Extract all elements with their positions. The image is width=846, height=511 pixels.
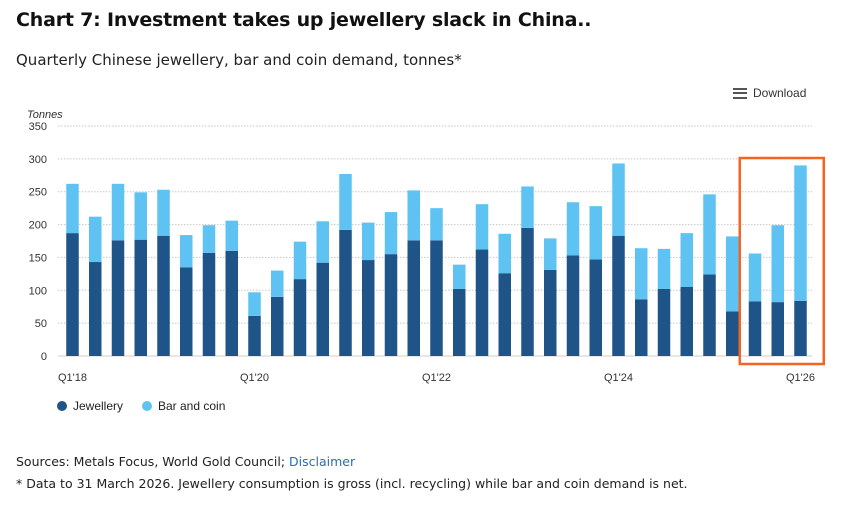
bar-bar-and-coin[interactable]: Q4'22 Bar and coin: 60 bbox=[498, 233, 512, 274]
bar-bar-and-coin[interactable]: Q1'18 Bar and coin: 75 bbox=[66, 183, 79, 234]
highlight-box bbox=[738, 156, 825, 366]
bar-jewellery[interactable]: Q2'22 Jewellery: 102 bbox=[453, 288, 466, 356]
bar-bar-and-coin[interactable]: Q1'23 Bar and coin: 63 bbox=[521, 186, 534, 228]
x-tick-label: Q1'18 bbox=[58, 372, 87, 384]
bar-jewellery[interactable]: Q1'19 Jewellery: 183 bbox=[157, 235, 170, 356]
bar-jewellery[interactable]: Q3'22 Jewellery: 162 bbox=[475, 249, 489, 356]
bar-jewellery[interactable]: Q4'25 Jewellery: 82 bbox=[771, 302, 785, 356]
chart-subtitle: Quarterly Chinese jewellery, bar and coi… bbox=[16, 51, 462, 69]
legend-label-bar-and-coin[interactable]: Bar and coin bbox=[158, 399, 225, 413]
bar-bar-and-coin[interactable]: Q3'20 Bar and coin: 57 bbox=[293, 241, 307, 280]
bar-bar-and-coin[interactable]: Q3'22 Bar and coin: 69 bbox=[475, 204, 489, 250]
bar-bar-and-coin[interactable]: Q1'26 Bar and coin: 206 bbox=[794, 165, 807, 301]
x-tick-label: Q1'22 bbox=[422, 372, 451, 384]
bar-jewellery[interactable]: Q4'22 Jewellery: 126 bbox=[498, 273, 512, 356]
bar-bar-and-coin[interactable]: Q1'25 Bar and coin: 122 bbox=[703, 194, 716, 275]
bar-jewellery[interactable]: Q2'18 Jewellery: 143 bbox=[89, 262, 102, 356]
bar-bar-and-coin[interactable]: Q4'18 Bar and coin: 72 bbox=[134, 192, 148, 240]
bar-bar-and-coin[interactable]: Q4'21 Bar and coin: 76 bbox=[407, 190, 421, 241]
bar-bar-and-coin[interactable]: Q2'21 Bar and coin: 57 bbox=[362, 222, 375, 261]
bar-bar-and-coin[interactable]: Q3'23 Bar and coin: 81 bbox=[566, 202, 580, 256]
footnote: * Data to 31 March 2026. Jewellery consu… bbox=[16, 476, 688, 491]
bar-jewellery[interactable]: Q3'24 Jewellery: 102 bbox=[657, 288, 671, 356]
bar-jewellery[interactable]: Q1'23 Jewellery: 195 bbox=[521, 227, 534, 356]
bar-jewellery[interactable]: Q4'20 Jewellery: 142 bbox=[316, 262, 330, 356]
menu-icon bbox=[733, 87, 747, 99]
bar-bar-and-coin[interactable]: Q2'23 Bar and coin: 48 bbox=[544, 238, 557, 270]
bar-jewellery[interactable]: Q3'23 Jewellery: 153 bbox=[566, 255, 580, 356]
bar-jewellery[interactable]: Q3'18 Jewellery: 176 bbox=[111, 240, 125, 356]
bar-jewellery[interactable]: Q2'24 Jewellery: 86 bbox=[635, 299, 648, 356]
bar-bar-and-coin[interactable]: Q3'19 Bar and coin: 42 bbox=[202, 225, 216, 253]
bar-jewellery[interactable]: Q3'21 Jewellery: 155 bbox=[384, 254, 398, 356]
sources-line: Sources: Metals Focus, World Gold Counci… bbox=[16, 454, 355, 469]
bar-jewellery[interactable]: Q1'20 Jewellery: 61 bbox=[248, 315, 261, 356]
y-tick-label: 150 bbox=[29, 252, 47, 264]
bar-jewellery[interactable]: Q4'24 Jewellery: 105 bbox=[680, 287, 694, 356]
bar-jewellery[interactable]: Q4'23 Jewellery: 147 bbox=[589, 259, 603, 356]
y-tick-label: 100 bbox=[29, 285, 47, 297]
bar-bar-and-coin[interactable]: Q2'22 Bar and coin: 37 bbox=[453, 264, 466, 289]
y-tick-label: 250 bbox=[29, 187, 47, 199]
bar-bar-and-coin[interactable]: Q2'20 Bar and coin: 40 bbox=[271, 270, 284, 297]
x-tick-label: Q1'24 bbox=[604, 372, 633, 384]
bar-bar-and-coin[interactable]: Q3'25 Bar and coin: 73 bbox=[748, 253, 762, 302]
sources-label: Sources: Metals Focus, World Gold Counci… bbox=[16, 454, 290, 469]
y-tick-label: 300 bbox=[29, 154, 47, 166]
bar-bar-and-coin[interactable]: Q1'22 Bar and coin: 49 bbox=[430, 208, 443, 241]
bar-jewellery[interactable]: Q3'19 Jewellery: 157 bbox=[202, 252, 216, 356]
bar-jewellery[interactable]: Q1'18 Jewellery: 187 bbox=[66, 233, 79, 356]
disclaimer-link[interactable]: Disclaimer bbox=[289, 454, 356, 469]
bar-jewellery[interactable]: Q4'18 Jewellery: 177 bbox=[134, 239, 148, 356]
bar-bar-and-coin[interactable]: Q2'19 Bar and coin: 49 bbox=[180, 235, 193, 268]
bar-jewellery[interactable]: Q1'22 Jewellery: 176 bbox=[430, 240, 443, 356]
bar-jewellery[interactable]: Q4'21 Jewellery: 176 bbox=[407, 240, 421, 356]
legend-label-jewellery[interactable]: Jewellery bbox=[73, 399, 123, 413]
bar-bar-and-coin[interactable]: Q4'24 Bar and coin: 82 bbox=[680, 233, 694, 287]
bar-bar-and-coin[interactable]: Q1'21 Bar and coin: 85 bbox=[339, 173, 352, 230]
y-tick-label: 0 bbox=[41, 351, 47, 363]
legend-marker-jewellery bbox=[57, 401, 67, 411]
download-label: Download bbox=[753, 86, 807, 100]
bar-bar-and-coin[interactable]: Q2'24 Bar and coin: 78 bbox=[635, 248, 648, 300]
bar-jewellery[interactable]: Q1'25 Jewellery: 124 bbox=[703, 274, 716, 356]
bar-bar-and-coin[interactable]: Q4'20 Bar and coin: 63 bbox=[316, 221, 330, 263]
bar-bar-and-coin[interactable]: Q3'21 Bar and coin: 64 bbox=[384, 212, 398, 255]
chart-title: Chart 7: Investment takes up jewellery s… bbox=[16, 9, 592, 31]
bar-bar-and-coin[interactable]: Q3'24 Bar and coin: 61 bbox=[657, 248, 671, 289]
bar-bar-and-coin[interactable]: Q1'20 Bar and coin: 36 bbox=[248, 292, 261, 316]
bar-bar-and-coin[interactable]: Q2'25 Bar and coin: 114 bbox=[726, 236, 739, 312]
x-tick-label: Q1'26 bbox=[786, 372, 815, 384]
stacked-bar-chart: Tonnes 0 50 100 150 200 250 300 350 Q1'18 Jewel… bbox=[27, 109, 825, 413]
legend-marker-bar-and-coin bbox=[142, 401, 152, 411]
bar-bar-and-coin[interactable]: Q1'24 Bar and coin: 110 bbox=[612, 163, 625, 236]
bar-jewellery[interactable]: Q2'21 Jewellery: 146 bbox=[362, 260, 375, 356]
bar-jewellery[interactable]: Q3'25 Jewellery: 83 bbox=[748, 301, 762, 356]
bar-bar-and-coin[interactable]: Q4'23 Bar and coin: 81 bbox=[589, 206, 603, 260]
bar-jewellery[interactable]: Q1'26 Jewellery: 84 bbox=[794, 300, 807, 356]
download-button[interactable]: Download bbox=[733, 86, 806, 100]
bar-jewellery[interactable]: Q2'20 Jewellery: 90 bbox=[271, 296, 284, 356]
y-axis-label: Tonnes bbox=[27, 109, 63, 121]
bar-bar-and-coin[interactable]: Q3'18 Bar and coin: 86 bbox=[111, 183, 125, 241]
x-tick-label: Q1'20 bbox=[240, 372, 269, 384]
bar-jewellery[interactable]: Q2'25 Jewellery: 68 bbox=[726, 311, 739, 356]
bar-jewellery[interactable]: Q2'19 Jewellery: 135 bbox=[180, 267, 193, 356]
y-tick-label: 350 bbox=[29, 121, 47, 133]
bar-jewellery[interactable]: Q1'21 Jewellery: 192 bbox=[339, 229, 352, 356]
bar-jewellery[interactable]: Q4'19 Jewellery: 160 bbox=[225, 250, 239, 356]
bar-bar-and-coin[interactable]: Q4'25 Bar and coin: 117 bbox=[771, 225, 785, 303]
bar-bar-and-coin[interactable]: Q4'19 Bar and coin: 46 bbox=[225, 220, 239, 251]
y-tick-label: 200 bbox=[29, 220, 47, 232]
bar-jewellery[interactable]: Q3'20 Jewellery: 117 bbox=[293, 279, 307, 356]
bar-bar-and-coin[interactable]: Q2'18 Bar and coin: 69 bbox=[89, 216, 102, 263]
y-tick-label: 50 bbox=[35, 318, 47, 330]
bar-jewellery[interactable]: Q1'24 Jewellery: 183 bbox=[612, 235, 625, 356]
bar-bar-and-coin[interactable]: Q1'19 Bar and coin: 70 bbox=[157, 189, 170, 236]
bar-jewellery[interactable]: Q2'23 Jewellery: 131 bbox=[544, 269, 557, 356]
